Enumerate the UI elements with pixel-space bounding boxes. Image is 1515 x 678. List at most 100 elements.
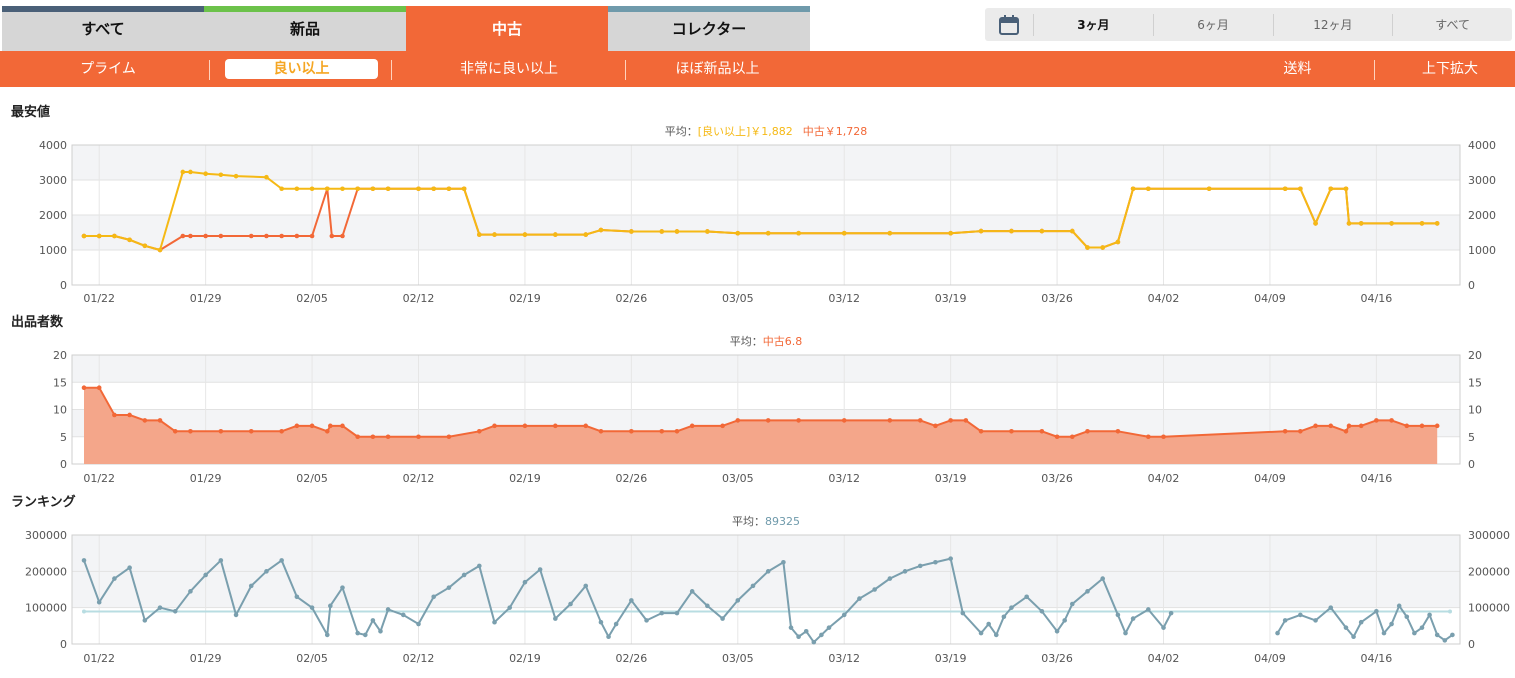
x-tick-label: 04/09 bbox=[1254, 652, 1286, 665]
x-tick-label: 02/19 bbox=[509, 292, 541, 305]
data-point bbox=[188, 169, 193, 175]
tab-new[interactable]: 新品 bbox=[204, 6, 406, 51]
x-tick-label: 03/26 bbox=[1041, 652, 1073, 665]
y-tick-label: 2000 bbox=[39, 209, 67, 222]
range-3-months[interactable]: 3ヶ月 bbox=[1033, 13, 1153, 36]
data-point bbox=[492, 423, 497, 429]
x-tick-label: 01/22 bbox=[83, 472, 115, 485]
data-point bbox=[887, 418, 893, 423]
data-point bbox=[796, 634, 801, 640]
data-point bbox=[1450, 632, 1455, 638]
chart-title: 出品者数 bbox=[11, 314, 64, 330]
data-point bbox=[492, 232, 497, 237]
data-point bbox=[978, 630, 984, 636]
filter-good-or-better[interactable]: 良い以上 bbox=[225, 59, 378, 79]
data-point bbox=[674, 610, 680, 616]
data-point bbox=[157, 605, 163, 610]
tab-used[interactable]: 中古 bbox=[406, 6, 608, 51]
data-point bbox=[142, 418, 148, 423]
data-point bbox=[1146, 607, 1151, 612]
x-tick-label: 01/22 bbox=[83, 292, 115, 305]
data-point bbox=[279, 186, 284, 192]
data-point bbox=[1039, 228, 1045, 234]
data-point bbox=[1009, 429, 1014, 434]
data-point bbox=[279, 558, 284, 563]
data-point bbox=[264, 569, 269, 574]
x-tick-label: 03/26 bbox=[1041, 292, 1073, 305]
range-6-months[interactable]: 6ヶ月 bbox=[1152, 13, 1273, 36]
y-tick-label: 300000 bbox=[25, 529, 67, 542]
x-tick-label: 02/12 bbox=[403, 292, 435, 305]
data-point bbox=[355, 630, 360, 636]
x-tick-label: 02/26 bbox=[616, 292, 648, 305]
data-point bbox=[416, 186, 421, 192]
average-line-point bbox=[1448, 609, 1452, 614]
data-point bbox=[1351, 634, 1356, 640]
x-tick-label: 04/16 bbox=[1361, 652, 1393, 665]
x-tick-label: 03/12 bbox=[828, 652, 860, 665]
data-point bbox=[188, 589, 193, 594]
grid-band bbox=[72, 571, 1460, 608]
x-tick-label: 02/26 bbox=[616, 472, 648, 485]
data-point bbox=[370, 618, 376, 623]
filter-very-good-or-better[interactable]: 非常に良い以上 bbox=[460, 61, 558, 77]
data-point bbox=[218, 558, 224, 563]
calendar-icon[interactable] bbox=[985, 8, 1033, 41]
x-tick-label: 03/05 bbox=[722, 652, 754, 665]
data-point bbox=[1009, 605, 1014, 610]
data-point bbox=[1328, 605, 1334, 610]
y-tick-label: 0 bbox=[60, 458, 67, 471]
data-point bbox=[309, 233, 315, 239]
y-tick-label-right: 200000 bbox=[1468, 565, 1510, 578]
condition-tabs: すべて 新品 中古 コレクター bbox=[2, 6, 810, 51]
data-point bbox=[1146, 186, 1151, 192]
data-point bbox=[887, 576, 893, 581]
data-point bbox=[127, 565, 132, 570]
chart-title: 最安値 bbox=[11, 104, 50, 120]
data-point bbox=[112, 576, 117, 581]
x-tick-label: 04/02 bbox=[1148, 292, 1180, 305]
data-point bbox=[1419, 221, 1425, 226]
x-tick-label: 02/26 bbox=[616, 652, 648, 665]
data-point bbox=[1115, 612, 1121, 618]
data-point bbox=[986, 621, 991, 627]
data-point bbox=[978, 228, 984, 234]
data-point bbox=[1427, 612, 1432, 618]
data-point bbox=[705, 603, 710, 609]
grid-band bbox=[72, 355, 1460, 383]
filter-like-new-or-better[interactable]: ほぼ新品以上 bbox=[675, 61, 760, 77]
shipping-toggle[interactable]: 送料 bbox=[1283, 61, 1312, 77]
data-point bbox=[324, 429, 330, 434]
range-12-months[interactable]: 12ヶ月 bbox=[1272, 13, 1393, 36]
data-point bbox=[355, 186, 360, 192]
vertical-zoom-toggle[interactable]: 上下拡大 bbox=[1422, 61, 1478, 77]
data-point bbox=[96, 233, 102, 239]
data-point bbox=[960, 610, 966, 616]
tab-all[interactable]: すべて bbox=[2, 6, 204, 51]
data-point bbox=[385, 434, 391, 440]
data-point bbox=[96, 385, 102, 391]
tab-collector[interactable]: コレクター bbox=[608, 6, 810, 51]
data-point bbox=[1346, 221, 1352, 226]
data-point bbox=[1419, 625, 1425, 630]
data-point bbox=[1298, 429, 1303, 434]
data-point bbox=[1298, 612, 1303, 618]
data-point bbox=[735, 598, 741, 603]
average-legend: 平均：[良い以上]￥1,882 中古￥1,728 bbox=[665, 124, 868, 138]
divider bbox=[209, 60, 210, 80]
data-point bbox=[629, 229, 634, 234]
y-tick-label: 5 bbox=[60, 431, 67, 444]
data-point bbox=[279, 233, 284, 239]
x-tick-label: 03/05 bbox=[722, 472, 754, 485]
filter-prime[interactable]: プライム bbox=[80, 61, 136, 77]
data-point bbox=[598, 429, 604, 434]
range-all[interactable]: すべて bbox=[1392, 13, 1512, 36]
data-point bbox=[218, 233, 224, 239]
data-point bbox=[841, 612, 847, 618]
data-point bbox=[324, 186, 330, 192]
tab-label: すべて bbox=[81, 20, 125, 38]
data-point bbox=[803, 628, 809, 634]
data-point bbox=[765, 569, 771, 574]
plot-border bbox=[71, 534, 1461, 645]
data-point bbox=[720, 423, 725, 429]
